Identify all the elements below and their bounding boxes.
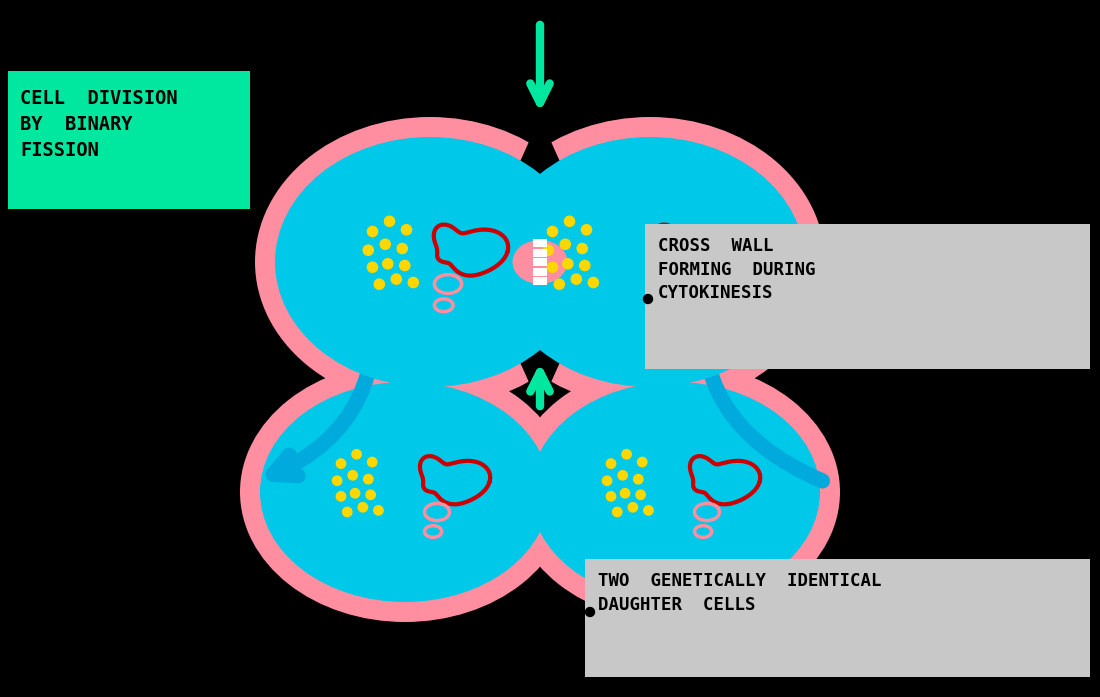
Circle shape (613, 507, 621, 516)
Circle shape (364, 475, 373, 484)
Circle shape (348, 470, 358, 480)
Circle shape (585, 608, 594, 617)
Ellipse shape (260, 382, 550, 602)
Circle shape (571, 274, 582, 284)
Circle shape (580, 261, 590, 270)
Ellipse shape (240, 362, 570, 622)
Circle shape (332, 476, 342, 485)
Circle shape (342, 507, 352, 516)
Circle shape (548, 227, 558, 236)
Circle shape (638, 457, 647, 467)
Text: TWO  GENETICALLY  IDENTICAL
DAUGHTER  CELLS: TWO GENETICALLY IDENTICAL DAUGHTER CELLS (598, 572, 881, 613)
Circle shape (337, 491, 345, 501)
Circle shape (351, 489, 360, 498)
Circle shape (402, 224, 411, 235)
Circle shape (564, 216, 574, 227)
FancyBboxPatch shape (534, 239, 547, 247)
Circle shape (384, 216, 395, 227)
Ellipse shape (495, 137, 805, 387)
Ellipse shape (513, 240, 568, 284)
Ellipse shape (530, 382, 820, 602)
Circle shape (644, 506, 653, 515)
Circle shape (352, 450, 361, 459)
FancyBboxPatch shape (8, 71, 250, 209)
Polygon shape (485, 284, 595, 407)
Circle shape (408, 277, 418, 288)
Circle shape (381, 239, 390, 250)
FancyBboxPatch shape (534, 249, 547, 256)
Circle shape (606, 459, 616, 468)
FancyBboxPatch shape (534, 268, 547, 275)
Circle shape (554, 279, 564, 289)
Circle shape (366, 490, 375, 500)
Circle shape (634, 475, 643, 484)
Circle shape (628, 503, 638, 512)
Circle shape (543, 245, 553, 255)
Circle shape (392, 274, 402, 284)
Circle shape (399, 261, 410, 270)
Ellipse shape (475, 117, 825, 407)
Circle shape (337, 459, 345, 468)
FancyBboxPatch shape (585, 559, 1090, 677)
FancyBboxPatch shape (534, 258, 547, 266)
Ellipse shape (510, 362, 840, 622)
Circle shape (383, 259, 393, 269)
Text: CELL  DIVISION
BY  BINARY
FISSION: CELL DIVISION BY BINARY FISSION (20, 89, 177, 160)
Text: CROSS  WALL
FORMING  DURING
CYTOKINESIS: CROSS WALL FORMING DURING CYTOKINESIS (658, 237, 815, 302)
Circle shape (367, 262, 377, 273)
Circle shape (363, 245, 373, 255)
Circle shape (621, 450, 631, 459)
Ellipse shape (275, 137, 585, 387)
Circle shape (397, 243, 407, 254)
FancyBboxPatch shape (645, 224, 1090, 369)
Circle shape (636, 490, 646, 500)
Circle shape (582, 224, 592, 235)
Circle shape (588, 277, 598, 288)
Circle shape (367, 457, 377, 467)
Circle shape (560, 239, 571, 250)
Circle shape (367, 227, 377, 236)
Circle shape (563, 259, 573, 269)
Ellipse shape (255, 117, 605, 407)
Polygon shape (485, 117, 595, 240)
Circle shape (578, 243, 587, 254)
Circle shape (618, 470, 627, 480)
Circle shape (606, 491, 616, 501)
Circle shape (644, 295, 652, 303)
Circle shape (603, 476, 612, 485)
Circle shape (359, 503, 367, 512)
Circle shape (620, 489, 629, 498)
Circle shape (548, 262, 558, 273)
Circle shape (374, 506, 383, 515)
FancyBboxPatch shape (534, 277, 547, 285)
Circle shape (374, 279, 384, 289)
